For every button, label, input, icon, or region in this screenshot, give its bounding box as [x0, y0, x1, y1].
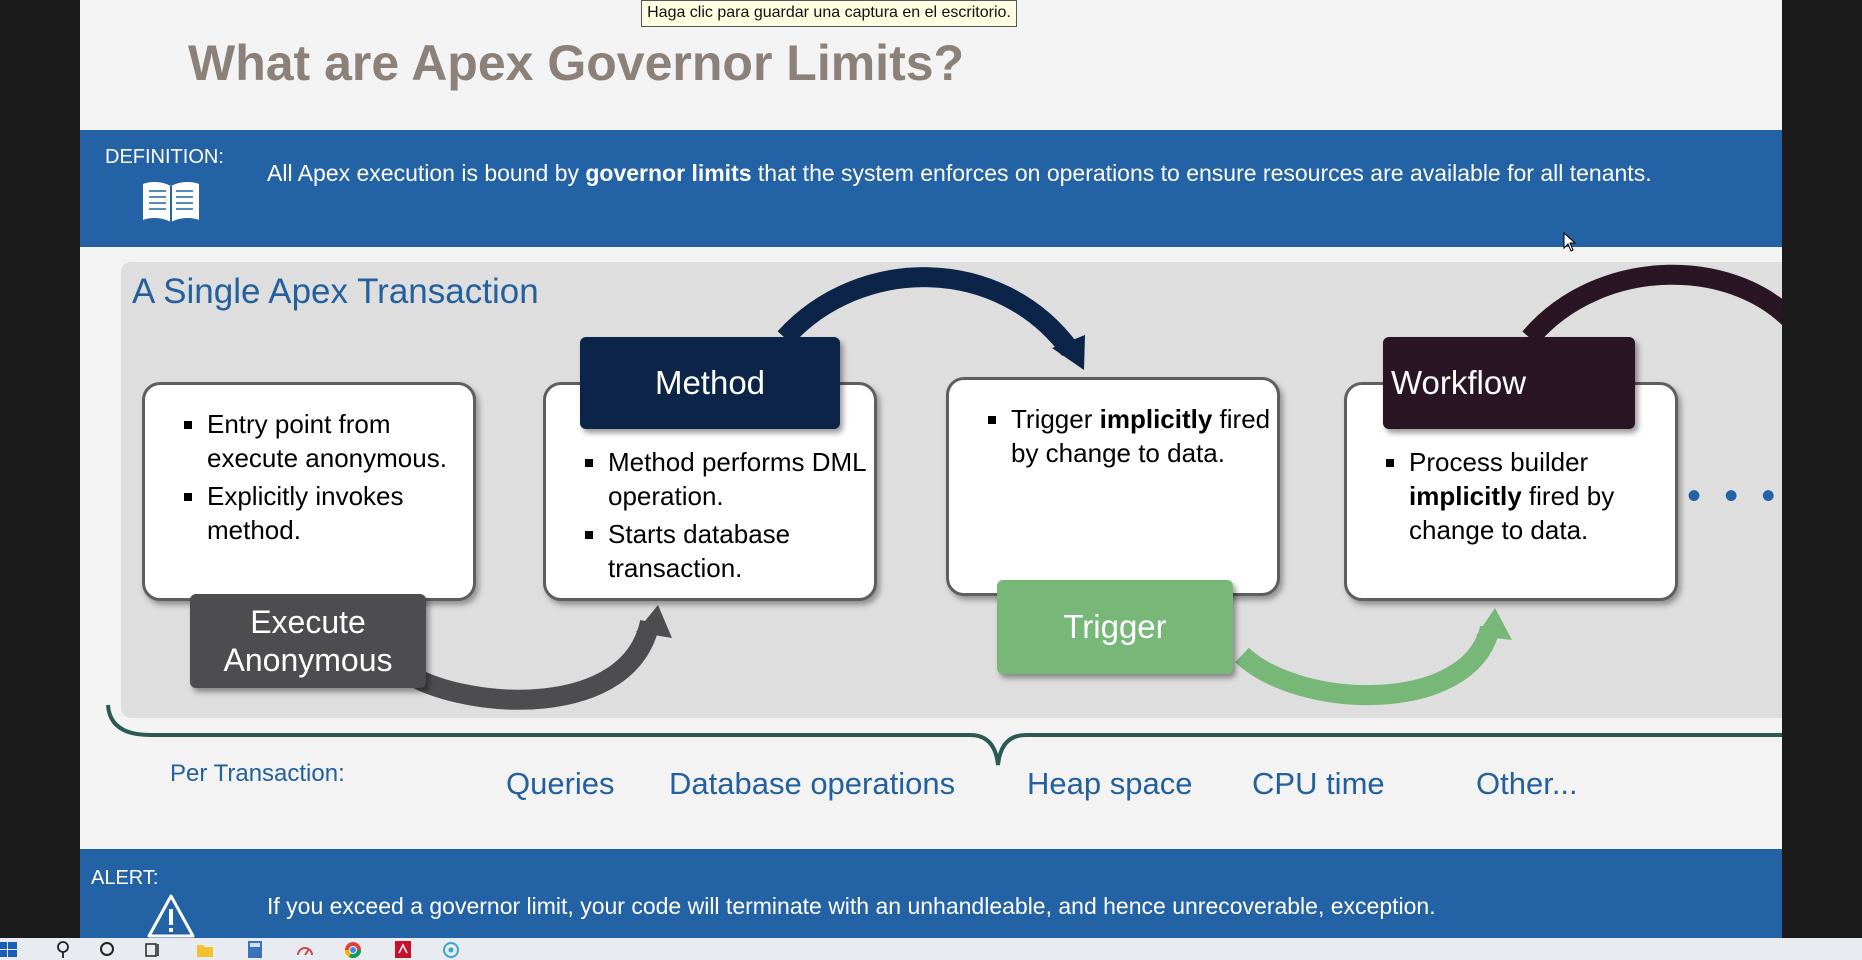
label-workflow: Workflow — [1383, 337, 1635, 429]
step-box-trigger: Trigger implicitly fired by change to da… — [946, 377, 1280, 596]
book-icon — [143, 181, 199, 222]
arrow-method-to-trigger-head — [1052, 335, 1085, 370]
metric-other: Other... — [1476, 766, 1578, 801]
arrow-workflow-next — [1522, 264, 1782, 345]
label-execute-anonymous: Execute Anonymous — [190, 594, 426, 688]
transaction-brace — [106, 704, 1782, 766]
arrow-execute-to-method-head — [636, 605, 672, 638]
label-method: Method — [580, 337, 840, 429]
bullet-method-1: Method performs DML operation. — [608, 445, 874, 513]
bullet-workflow-1: Process builder implicitly fired by chan… — [1409, 445, 1675, 547]
bullet-execute-1: Entry point from execute anonymous. — [207, 407, 473, 475]
per-transaction-label: Per Transaction: — [170, 760, 345, 787]
warning-icon — [147, 894, 195, 938]
definition-text: All Apex execution is bound by governor … — [267, 160, 1652, 186]
slide: What are Apex Governor Limits? DEFINITIO… — [80, 0, 1782, 938]
panel-title: A Single Apex Transaction — [132, 272, 539, 311]
more-steps-ellipsis: • • • — [1687, 474, 1782, 518]
alert-label: ALERT: — [91, 867, 159, 889]
search-icon[interactable] — [54, 940, 72, 958]
bullet-method-2: Starts database transaction. — [608, 517, 874, 585]
app-icon[interactable] — [442, 940, 460, 958]
step-box-execute-anonymous: Entry point from execute anonymous. Expl… — [142, 382, 476, 601]
task-view-icon[interactable] — [144, 940, 162, 958]
bullet-execute-2: Explicitly invokes method. — [207, 479, 473, 547]
arrow-method-to-trigger — [777, 267, 1079, 357]
calculator-icon[interactable] — [246, 940, 264, 958]
cortana-icon[interactable] — [98, 940, 116, 958]
screenshot-tooltip[interactable]: Haga clic para guardar una captura en el… — [641, 0, 1017, 27]
metric-queries: Queries — [506, 766, 615, 801]
definition-label: DEFINITION: — [105, 146, 224, 168]
taskbar — [0, 938, 1862, 960]
windows-start-icon[interactable] — [0, 940, 18, 958]
speedometer-icon[interactable] — [296, 940, 314, 958]
arrow-trigger-to-workflow — [1235, 625, 1500, 706]
arrow-execute-to-method — [404, 619, 660, 710]
arrow-trigger-to-workflow-head — [1476, 608, 1512, 640]
flow-arrows — [106, 264, 1782, 766]
mouse-cursor-icon — [1563, 232, 1577, 252]
alert-text: If you exceed a governor limit, your cod… — [267, 893, 1436, 919]
definition-bar: DEFINITION: All Apex execution is bound … — [80, 130, 1782, 247]
metric-heap-space: Heap space — [1027, 766, 1193, 801]
chrome-icon[interactable] — [344, 940, 362, 958]
alert-bar: ALERT: If you exceed a governor limit, y… — [80, 849, 1782, 938]
label-trigger: Trigger — [997, 580, 1233, 674]
metric-database-operations: Database operations — [669, 766, 956, 801]
file-explorer-icon[interactable] — [196, 940, 214, 958]
acrobat-icon[interactable] — [394, 940, 412, 958]
slide-title: What are Apex Governor Limits? — [188, 35, 965, 91]
metric-cpu-time: CPU time — [1252, 766, 1385, 801]
bullet-trigger-1: Trigger implicitly fired by change to da… — [1011, 402, 1277, 470]
